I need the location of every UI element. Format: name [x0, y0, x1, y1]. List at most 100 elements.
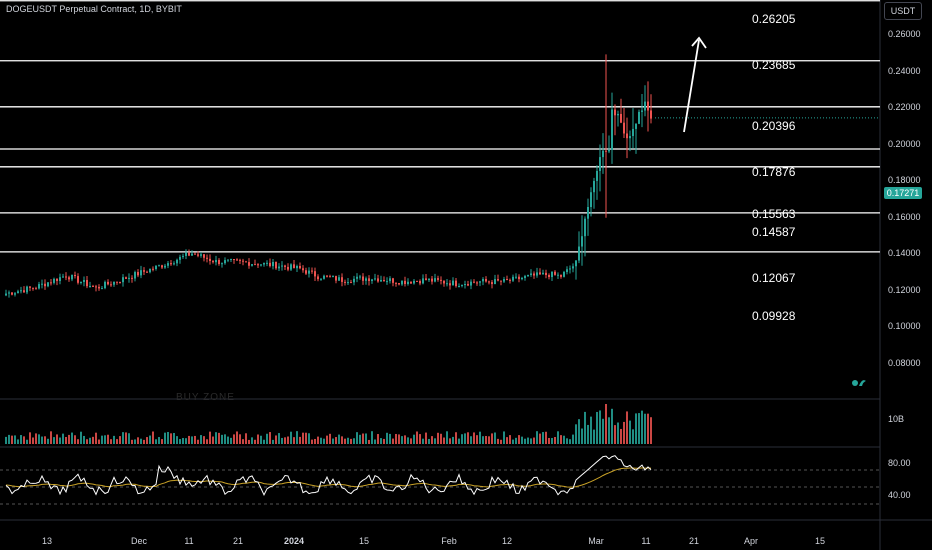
- volume-bar: [389, 433, 391, 444]
- candle-body: [482, 279, 484, 282]
- currency-button[interactable]: USDT: [884, 2, 922, 20]
- candle-body: [23, 290, 25, 293]
- volume-bar: [371, 431, 373, 444]
- volume-bar: [482, 436, 484, 444]
- volume-bar: [503, 431, 505, 444]
- volume-bar: [620, 428, 622, 444]
- volume-bar: [176, 436, 178, 444]
- volume-bar: [533, 437, 535, 444]
- candle-body: [575, 260, 577, 267]
- volume-bar: [524, 438, 526, 444]
- volume-bar: [86, 439, 88, 444]
- time-tick: 11: [641, 536, 651, 546]
- candle-body: [623, 122, 625, 134]
- candle-body: [446, 283, 448, 285]
- volume-bar: [32, 437, 34, 444]
- candle-body: [521, 277, 523, 280]
- candle-body: [422, 278, 424, 284]
- price-tick: 0.22000: [888, 102, 921, 112]
- volume-bar: [26, 439, 28, 444]
- candle-body: [35, 288, 37, 290]
- candle-body: [374, 278, 376, 280]
- volume-bar: [146, 437, 148, 444]
- candle-body: [179, 256, 181, 260]
- volume-bar: [179, 439, 181, 444]
- candle-body: [56, 278, 58, 281]
- candle-body: [617, 113, 619, 116]
- candle-body: [272, 261, 274, 267]
- candle-body: [170, 263, 172, 265]
- volume-bar: [362, 433, 364, 444]
- candle-body: [455, 280, 457, 287]
- candle-body: [209, 258, 211, 261]
- candle-body: [383, 279, 385, 282]
- volume-bar: [164, 432, 166, 444]
- volume-bar: [608, 417, 610, 444]
- volume-bar: [512, 439, 514, 444]
- volume-bar: [83, 435, 85, 444]
- candle-body: [299, 266, 301, 269]
- volume-bar: [497, 438, 499, 444]
- volume-bar: [215, 432, 217, 444]
- price-tick: 0.16000: [888, 212, 921, 222]
- candle-body: [509, 279, 511, 281]
- volume-bar: [611, 408, 613, 444]
- symbol-title[interactable]: DOGEUSDT Perpetual Contract, 1D, BYBIT: [6, 4, 182, 14]
- volume-bar: [314, 438, 316, 444]
- candle-body: [620, 113, 622, 123]
- volume-bar: [95, 432, 97, 444]
- volume-bar: [581, 428, 583, 444]
- time-tick: Mar: [588, 536, 604, 546]
- price-tick: 0.12000: [888, 285, 921, 295]
- volume-bar: [158, 437, 160, 444]
- volume-bar: [74, 435, 76, 444]
- candle-body: [83, 279, 85, 282]
- volume-bar: [593, 429, 595, 444]
- candle-body: [113, 281, 115, 285]
- volume-bar: [356, 432, 358, 444]
- volume-bar: [92, 436, 94, 444]
- candle-body: [77, 276, 79, 283]
- level-label: 0.09928: [752, 309, 796, 323]
- volume-bar: [494, 432, 496, 444]
- candle-body: [614, 109, 616, 116]
- price-tick: 0.24000: [888, 66, 921, 76]
- volume-bar: [299, 436, 301, 444]
- candle-body: [401, 280, 403, 285]
- volume-bar: [575, 424, 577, 444]
- volume-bar: [383, 438, 385, 444]
- candle-body: [254, 264, 256, 266]
- volume-bar: [239, 434, 241, 444]
- candle-body: [203, 254, 205, 258]
- volume-bar: [605, 404, 607, 444]
- candle-body: [500, 280, 502, 282]
- volume-bar: [476, 435, 478, 444]
- candle-body: [164, 265, 166, 268]
- volume-bar: [479, 431, 481, 444]
- candle-body: [413, 280, 415, 284]
- candle-body: [590, 192, 592, 208]
- volume-bar: [329, 433, 331, 444]
- volume-bar: [287, 436, 289, 444]
- candle-body: [545, 272, 547, 276]
- candle-body: [59, 277, 61, 281]
- candle-body: [44, 283, 46, 287]
- candle-body: [377, 278, 379, 282]
- candle-body: [200, 254, 202, 256]
- candle-body: [389, 278, 391, 282]
- volume-bar: [200, 435, 202, 444]
- candle-body: [281, 265, 283, 267]
- candle-body: [491, 282, 493, 285]
- volume-bar: [62, 433, 64, 444]
- volume-bar: [422, 438, 424, 444]
- volume-bar: [275, 435, 277, 444]
- tradingview-logo-icon[interactable]: [850, 376, 868, 388]
- candle-body: [644, 101, 646, 111]
- candle-body: [563, 271, 565, 277]
- volume-bar: [173, 432, 175, 444]
- candle-body: [554, 271, 556, 275]
- candle-body: [497, 279, 499, 281]
- candle-body: [458, 285, 460, 287]
- candle-body: [488, 281, 490, 283]
